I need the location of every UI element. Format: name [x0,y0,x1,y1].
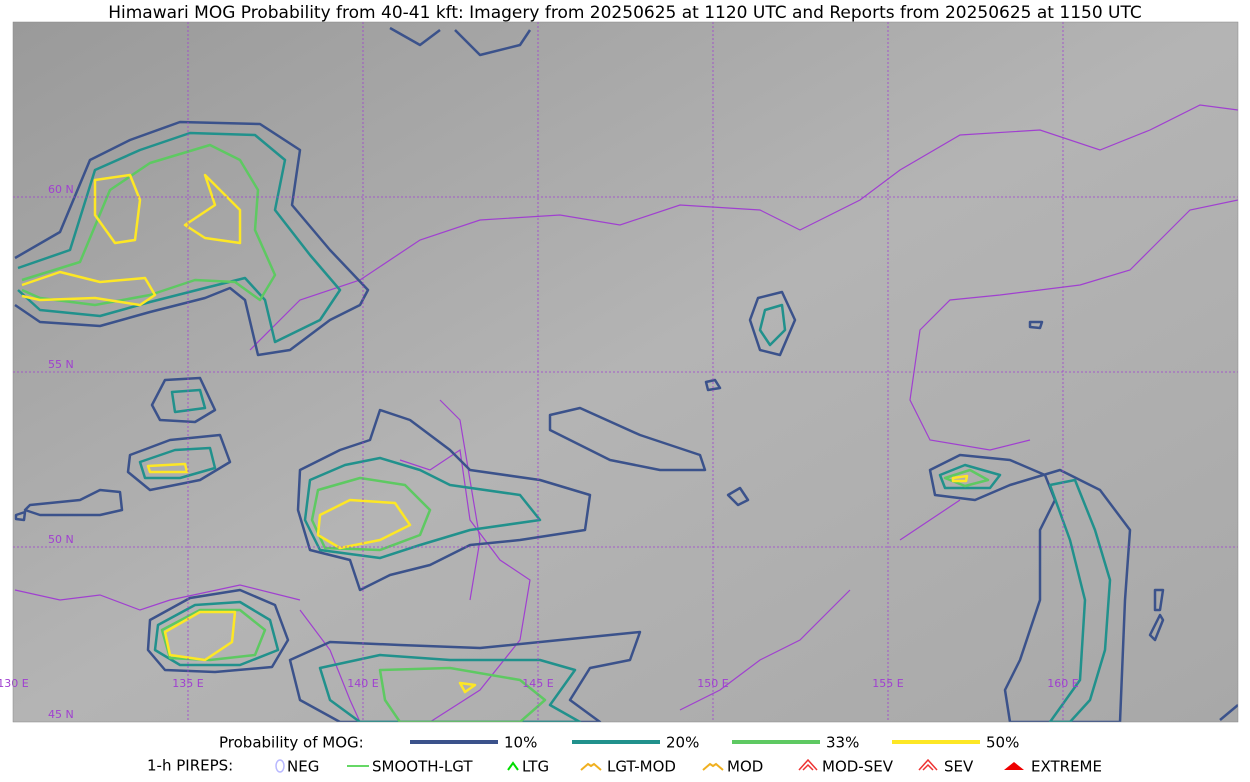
mog-contour [14,510,27,522]
lon-label: 135 E [172,677,203,690]
mog-contour [458,681,477,694]
pirep-symbol [580,762,602,771]
pirep-symbol [275,759,285,773]
mog-contour [943,468,990,488]
lon-label: 140 E [347,677,378,690]
lon-label: 145 E [522,677,553,690]
mog-contour [454,29,532,57]
legend-label: 20% [666,734,699,752]
mog-contour [150,376,217,424]
legend-label: LTG [522,758,549,776]
legend-label: SMOOTH-LGT [372,758,473,776]
mog-contour [23,488,124,517]
mog-contour [318,653,582,722]
mog-contour [726,486,750,507]
mog-contour [310,476,432,552]
mog-contour [1153,588,1165,612]
pirep-symbol [1004,762,1024,770]
mog-contour [163,610,237,662]
lat-label: 60 N [48,183,74,196]
mog-contour [316,498,412,550]
legend-label: 10% [504,734,537,752]
mog-contour [146,588,290,674]
mog-contour [183,173,242,245]
coastlines [14,104,1238,722]
lon-label: 155 E [872,677,903,690]
pirep-symbol [507,761,519,771]
lon-label: 150 E [697,677,728,690]
lat-label: 45 N [48,708,74,721]
mog-contour [951,474,969,483]
mog-contour [170,388,207,414]
mog-contour [928,453,1132,722]
pirep-symbol [702,762,724,771]
mog-contour [288,630,642,722]
mog-contour [153,600,280,667]
pirep-symbol [918,758,938,771]
lat-label: 55 N [48,358,74,371]
mog-contour [1148,613,1165,642]
map-frame [12,21,1239,723]
mog-contour [160,608,267,662]
lon-label: 130 E [0,677,29,690]
mog-contour [1048,478,1112,722]
mog-contour [93,173,142,245]
legend-label: MOD [727,758,763,776]
mog-contour [378,666,547,722]
mog-contour [146,462,189,474]
pirep-symbol [798,758,818,771]
mog-contour [14,120,370,357]
legend-label: LGT-MOD [607,758,676,776]
legend-title: Probability of MOG: [219,734,364,752]
mog-contour [704,378,722,392]
legend-label: NEG [287,758,319,776]
title: Himawari MOG Probability from 40-41 kft:… [108,3,1142,23]
mog-contour [758,303,787,347]
legend-label: MOD-SEV [822,758,894,776]
legend-label: SEV [944,758,974,776]
map-layer [14,26,1238,722]
mog-contour [1028,320,1044,330]
mog-contour [126,433,232,492]
mog-contour [389,26,441,47]
mog-contour [938,463,1002,490]
mog-contour [138,446,217,480]
legend-label: EXTREME [1031,758,1102,776]
mog-contour [21,270,157,307]
mog-contour [1219,704,1238,721]
legend-label: 50% [986,734,1019,752]
mog-contour [296,408,592,592]
lat-label: 50 N [48,533,74,546]
mog-contour [17,131,342,344]
legend-label: 33% [826,734,859,752]
legend-title: 1-h PIREPS: [147,757,233,775]
mog-contour [303,456,542,560]
mog-contour [748,290,797,357]
mog-contour [548,406,707,472]
lon-label: 160 E [1047,677,1078,690]
